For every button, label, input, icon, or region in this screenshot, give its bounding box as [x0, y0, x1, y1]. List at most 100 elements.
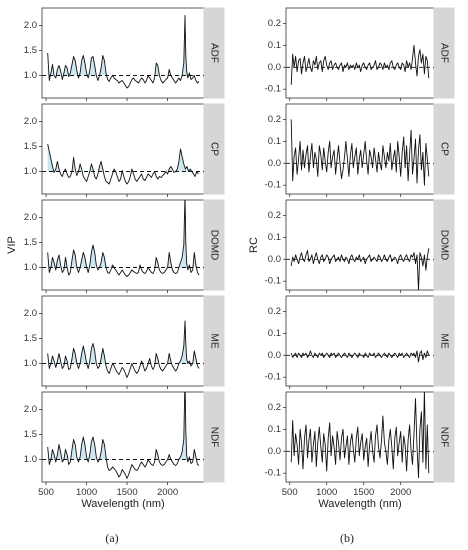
strip-background [433, 7, 455, 99]
strip-label: NDF [438, 427, 449, 448]
y-tick-label: -0.1 [265, 180, 281, 191]
panel-frame [41, 103, 205, 195]
strip-background [433, 295, 455, 387]
chart-b-rc: ADF -0.1 0.0 0.1 0.2 CP -0.1 0.0 0.1 0.2 DOMD -0.1 0… [248, 7, 455, 510]
panel-frame [285, 7, 435, 99]
y-tick-label: 1.0 [24, 70, 37, 81]
panel-frame [41, 295, 205, 387]
strip-label: CP [438, 142, 449, 156]
series-line [290, 350, 430, 363]
caption-a: (a) [105, 531, 118, 545]
x-tick-label: 500 [282, 487, 298, 498]
x-tick-label: 1000 [316, 487, 337, 498]
y-tick-label: 0.0 [268, 158, 281, 169]
y-tick-label: 1.0 [24, 262, 37, 273]
series-line [290, 248, 430, 290]
x-tick-label: 1000 [76, 487, 97, 498]
y-tick-label: 1.0 [24, 166, 37, 177]
panel-frame [285, 391, 435, 483]
y-tick-label: 1.5 [24, 429, 37, 440]
strip-label: CP [208, 142, 219, 156]
caption-b: (b) [340, 531, 354, 545]
x-tick-label: 1500 [116, 487, 137, 498]
y-tick-label: 0.0 [268, 254, 281, 265]
y-tick-label: 0.2 [268, 114, 281, 125]
y-tick-label: 0.1 [268, 328, 281, 339]
strip-label: ADF [438, 43, 449, 63]
area-above-threshold [47, 144, 199, 172]
panel-cp-b: CP -0.1 0.0 0.1 0.2 [265, 103, 455, 197]
y-tick-label: 2.0 [24, 308, 37, 319]
area-above-threshold [47, 200, 200, 268]
y-tick-label: 0.0 [268, 62, 281, 73]
strip-label: NDF [208, 427, 219, 448]
y-tick-label: 2.0 [24, 20, 37, 31]
y-tick-label: -0.1 [265, 468, 281, 479]
panel-cp-a: CP 1.0 1.5 2.0 [24, 103, 225, 197]
y-tick-label: 2.0 [24, 212, 37, 223]
strip-label: DOMD [438, 230, 449, 261]
y-axis-title: RC [248, 237, 260, 253]
y-tick-label: 1.5 [24, 333, 37, 344]
panel-domd-a: DOMD 1.0 1.5 2.0 [24, 199, 225, 293]
strip-background [203, 391, 225, 483]
y-tick-label: -0.1 [265, 276, 281, 287]
panel-frame [41, 7, 205, 99]
y-tick-label: 0.0 [268, 446, 281, 457]
series-line [47, 143, 199, 185]
y-tick-label: 0.2 [268, 210, 281, 221]
strip-background [203, 7, 225, 99]
strip-background [203, 199, 225, 291]
chart-a-vip: ADF 1.0 1.5 2.0 CP 1.0 1.5 2.0 DOMD 1.0 1.5 2.0 ME 1.… [6, 7, 225, 510]
x-tick-label: 2000 [157, 487, 178, 498]
panel-frame [41, 391, 205, 483]
panel-frame [41, 199, 205, 291]
y-tick-label: 0.1 [268, 40, 281, 51]
y-tick-label: 0.2 [268, 18, 281, 29]
x-tick-label: 1500 [353, 487, 374, 498]
y-tick-label: 0.0 [268, 350, 281, 361]
y-tick-label: 2.0 [24, 404, 37, 415]
panel-adf-a: ADF 1.0 1.5 2.0 [24, 7, 225, 101]
x-axis-title: Wavelength (nm) [81, 498, 164, 510]
series-line [47, 15, 200, 89]
strip-background [433, 103, 455, 195]
y-tick-label: -0.1 [265, 84, 281, 95]
strip-background [433, 391, 455, 483]
y-tick-label: 0.2 [268, 306, 281, 317]
y-tick-label: -0.1 [265, 372, 281, 383]
y-tick-label: 0.1 [268, 136, 281, 147]
panel-adf-b: ADF -0.1 0.0 0.1 0.2 [265, 7, 455, 101]
y-tick-label: 0.1 [268, 424, 281, 435]
strip-background [203, 103, 225, 195]
y-tick-label: 1.5 [24, 237, 37, 248]
series-line [47, 320, 200, 378]
area-above-threshold [47, 392, 200, 460]
x-axis-title: Wavelength (nm) [318, 498, 401, 510]
area-above-threshold [47, 15, 200, 76]
y-tick-label: 2.0 [24, 116, 37, 127]
strip-label: ME [438, 334, 449, 349]
y-axis-title: VIP [6, 236, 18, 254]
strip-label: ME [208, 334, 219, 349]
panel-ndf-a: NDF 1.0 1.5 2.0 500 1000 1500 2000 [24, 391, 225, 498]
y-tick-label: 0.2 [268, 402, 281, 413]
panel-me-a: ME 1.0 1.5 2.0 [24, 295, 225, 389]
series-line [290, 44, 430, 85]
strip-background [203, 295, 225, 387]
strip-background [433, 199, 455, 291]
panel-ndf-b: NDF -0.1 0.0 0.1 0.2 500 1000 1500 2000 [265, 391, 455, 498]
panel-frame [285, 103, 435, 195]
strip-label: DOMD [208, 230, 219, 261]
panel-frame [285, 295, 435, 387]
y-tick-label: 1.0 [24, 358, 37, 369]
series-line [47, 200, 200, 277]
y-tick-label: 1.5 [24, 141, 37, 152]
strip-label: ADF [208, 43, 219, 63]
y-tick-label: 1.0 [24, 454, 37, 465]
x-tick-label: 2000 [390, 487, 411, 498]
area-above-threshold [47, 321, 200, 364]
series-line [47, 392, 200, 479]
x-tick-label: 500 [38, 487, 54, 498]
